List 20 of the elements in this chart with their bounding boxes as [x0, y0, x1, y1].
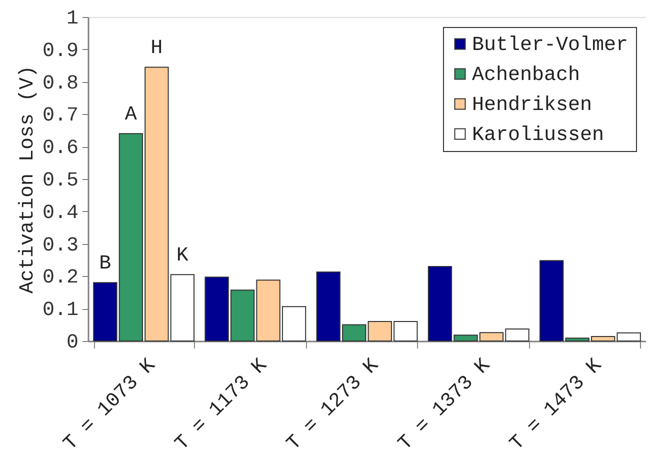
- annotation: A: [124, 104, 137, 127]
- y-tick-label: 0.9: [42, 40, 78, 63]
- y-tick-label: 0.4: [42, 202, 78, 225]
- annotation: B: [99, 252, 112, 276]
- legend-label: Karoliussen: [472, 124, 604, 147]
- y-tick-label: 0.5: [42, 170, 78, 192]
- legend-label: Hendriksen: [472, 94, 592, 117]
- y-tick-label: 0.2: [42, 266, 78, 290]
- y-tick-label: 1: [66, 8, 78, 30]
- y-axis-title: Activation Loss (V): [16, 65, 40, 294]
- y-tick-label: 0.7: [42, 104, 78, 128]
- annotation: H: [150, 37, 163, 60]
- annotation: K: [176, 244, 188, 268]
- y-tick-label: 0.8: [42, 72, 78, 96]
- y-tick-label: 0.1: [42, 299, 78, 322]
- legend-label: Achenbach: [472, 64, 580, 87]
- y-tick-label: 0.6: [42, 137, 78, 160]
- y-tick-label: 0.3: [42, 234, 78, 258]
- legend-label: Butler-Volmer: [472, 34, 628, 57]
- y-tick-label: 0: [66, 332, 78, 354]
